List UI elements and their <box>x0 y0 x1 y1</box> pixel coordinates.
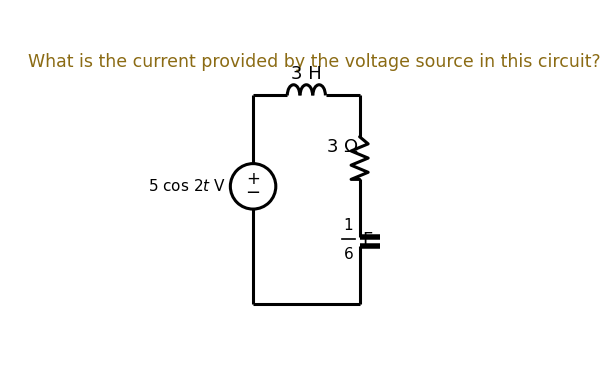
Text: 5 cos 2$t$ V: 5 cos 2$t$ V <box>148 178 226 194</box>
Text: 3 Ω: 3 Ω <box>327 138 358 156</box>
Text: F: F <box>362 231 372 249</box>
Text: 3 H: 3 H <box>291 65 322 83</box>
Text: 6: 6 <box>343 247 353 262</box>
Text: 1: 1 <box>343 218 353 233</box>
Text: −: − <box>246 184 261 201</box>
Text: +: + <box>246 170 260 188</box>
Text: What is the current provided by the voltage source in this circuit?: What is the current provided by the volt… <box>28 53 601 71</box>
